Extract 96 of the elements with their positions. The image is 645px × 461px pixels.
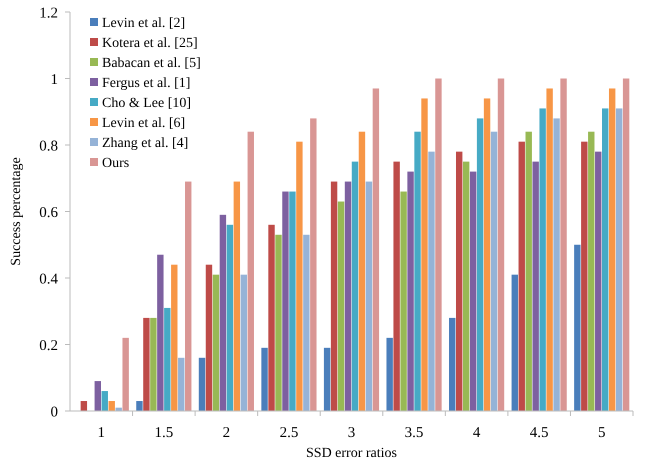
bar [240,274,248,411]
x-tick-label: 3.5 [404,425,424,441]
bar [616,108,622,411]
x-tick-label: 5 [598,425,606,441]
y-tick-label: 1 [50,72,58,88]
bar [358,132,366,411]
bar [435,78,442,411]
x-tick-label: 2.5 [280,425,298,441]
bar [122,338,129,411]
bar [220,214,226,411]
y-tick-label: 0.8 [39,138,58,154]
bar [553,118,560,411]
bar [352,162,358,411]
bar [330,182,338,411]
bar [303,234,310,411]
bar [428,152,435,411]
bar [407,172,414,411]
bar [164,308,171,411]
bar [456,152,462,411]
bar [546,88,553,411]
x-tick-label: 1.5 [154,425,174,441]
y-axis-title: Success percentage [9,157,24,266]
legend-label: Fergus et al. [1] [102,76,190,91]
bar [136,401,143,411]
bar [512,274,518,411]
bar [289,192,296,411]
legend-label: Zhang et al. [4] [102,136,188,151]
bar [143,318,150,411]
legend-label: Levin et al. [6] [102,116,186,131]
bar [338,202,344,411]
bar [185,182,192,411]
bar [268,224,275,411]
bar [414,132,421,411]
x-tick-label: 2 [222,425,230,441]
y-tick-label: 0.2 [39,338,58,354]
bar [248,132,254,411]
bar [150,318,157,411]
bar [108,401,115,411]
bar [608,88,616,411]
x-tick-label: 4.5 [530,425,549,441]
legend-label: Levin et al. [2] [102,16,186,31]
bar [470,172,476,411]
bar [157,254,164,411]
bar [115,408,122,411]
x-tick-label: 4 [472,425,481,441]
bar [490,132,498,411]
y-tick-label: 0.6 [39,204,58,221]
legend-label: Cho & Lee [10] [102,96,192,111]
bar [574,244,581,411]
x-axis-title: SSD error ratios [306,446,397,461]
bar [518,142,525,411]
legend-label: Babacan et al. [5] [102,56,201,71]
bar [102,391,108,411]
bar [526,132,532,411]
bar [622,78,630,411]
bar [421,98,428,411]
bar [372,88,380,411]
bar [171,264,178,411]
bar [386,338,393,411]
bar [234,182,240,411]
y-tick-label: 1.2 [39,5,58,22]
bar [296,142,303,411]
bar [560,78,567,411]
bar [80,401,88,411]
bar [178,358,184,411]
bar [344,182,352,411]
bar [539,108,546,411]
y-tick-label: 0.4 [39,271,58,288]
bar [366,182,372,411]
x-tick-label: 1 [98,425,106,441]
bar [282,192,289,411]
bar [206,264,212,411]
bar [226,224,234,411]
bar [588,132,594,411]
bar [393,162,400,411]
bar [484,98,490,411]
y-tick-label: 0 [50,404,58,420]
bar [198,358,206,411]
x-tick-label: 3 [348,425,356,441]
bar [261,348,268,411]
bar [532,162,539,411]
bar [581,142,588,411]
bar [462,162,470,411]
bar [476,118,484,411]
bar [602,108,608,411]
bar [595,152,602,411]
bar [498,78,504,411]
bar [400,192,407,411]
bar [310,118,317,411]
bar [275,234,282,411]
bar [449,318,456,411]
legend-label: Ours [102,156,130,171]
bar [212,274,220,411]
legend-label: Kotera et al. [25] [102,36,198,51]
bar [94,381,101,411]
bar [324,348,330,411]
